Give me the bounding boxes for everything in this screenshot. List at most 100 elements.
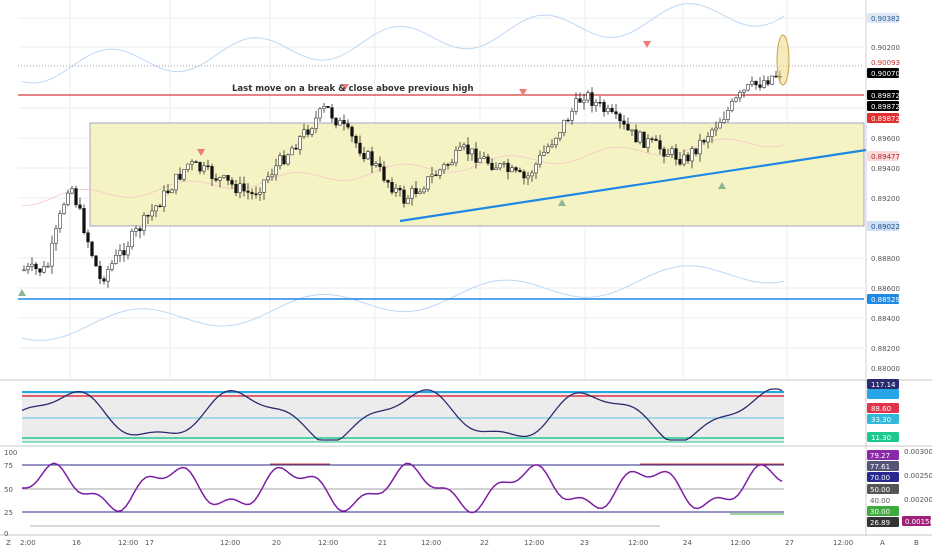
candle-body [694,148,698,155]
price-badge-text: 0.89477 [871,153,900,161]
candle-body [258,192,262,195]
price-badge-text: 0.88529 [871,296,900,304]
fractal-down-marker [341,84,349,91]
candle-body [546,146,550,153]
candle-body [354,136,358,144]
candle-body [94,255,98,267]
time-axis[interactable]: 2:00 16 12:00 17 12:00 20 12:00 21 12:00 22 12:00 2… [20,539,853,547]
candle-body [510,167,514,173]
candle-body [142,214,146,231]
candle-body [478,158,482,163]
price-badge: 0.89022 [867,221,900,231]
candle-body [190,161,194,165]
price-badge-bg [867,221,899,231]
candle-body [338,120,342,126]
candle-body [430,174,434,177]
candle-body [758,84,762,88]
candle-body [62,204,66,214]
candle-body [242,183,246,192]
cci-badge: 11.30 [867,432,899,442]
price-badge: 0.89872 [867,90,900,100]
candle-body [366,151,370,160]
candle-body [294,147,298,150]
candle-body [106,269,110,282]
candle-body [290,147,294,156]
candle-body [114,255,118,264]
fractal-markers [18,41,726,296]
candle-body [162,190,166,207]
candle-body [698,140,702,155]
candle-body [586,92,590,101]
candle-body [218,176,222,181]
time-axis-left-marker[interactable]: Z [6,539,11,547]
fractal-down-marker [197,149,205,156]
candle-body [774,75,778,78]
candle-body [534,163,538,174]
fractal-down-marker [643,41,651,48]
price-badge-bg [867,13,899,23]
price-tick-label: 0.88200 [871,345,900,353]
candle-body [26,266,30,271]
candle-body [558,132,562,139]
candle-body [222,175,226,178]
middle-band [21,138,785,207]
log-scale-button[interactable]: B [914,539,919,547]
candle-body [702,140,706,143]
candle-body [322,105,326,109]
time-axis-label: 12:00 [833,539,853,547]
price-badge-text: 0.89872 [871,115,900,123]
price-badge-text: 0.90070 [871,70,900,78]
candle-body [198,162,202,172]
ascending-trendline[interactable] [399,148,867,223]
rsi-right-axis: 0.00300 0.00250 0.00200 [904,448,932,504]
rsi-left-tick: 75 [4,462,13,470]
candle-body [486,156,490,164]
candle-body [54,228,58,244]
cci-badge: 88.60 [867,403,899,413]
candle-body [582,99,586,103]
candle-body [722,119,726,123]
candle-body [726,110,730,120]
price-badge-bg [867,57,899,67]
price-tick-label: 0.90200 [871,44,900,52]
candle-body [526,175,530,179]
breakout-highlight-ellipse[interactable] [776,34,790,86]
time-axis-label: 17 [145,539,154,547]
candle-body [610,107,614,112]
auto-scale-button[interactable]: A [880,539,885,547]
candle-body [342,120,346,124]
candle-body [462,144,466,148]
cci-badge-bg [867,379,899,389]
time-axis-label: 12:00 [220,539,240,547]
candle-body [438,169,442,176]
rsi-badge: 50.00 [867,484,899,494]
cci-pane[interactable] [21,388,784,443]
candle-body [278,155,282,167]
candle-body [226,175,230,181]
cci-badge [867,389,899,399]
price-badge-bg [867,68,899,78]
candle-body [350,126,354,137]
candle-body [318,108,322,119]
candle-body [378,163,382,168]
candle-body [634,129,638,143]
rsi-right-tick: 0.00200 [904,496,932,504]
time-axis-label: 12:00 [628,539,648,547]
candle-body [326,105,330,108]
upper-band [21,3,785,84]
price-badge: 0.90070 [867,68,900,78]
consolidation-zone[interactable] [89,122,865,227]
cci-badge-text: 11.30 [871,434,891,442]
candle-body [250,192,254,195]
candle-body [402,189,406,204]
candle-body [514,167,518,171]
rsi-pane[interactable] [22,462,784,527]
chart-annotation[interactable]: Last move on a break & close above previ… [232,84,474,94]
price-badge-text: 0.90382 [871,15,900,23]
price-badge-text: 0.89022 [871,223,900,231]
price-badge: 0.90382 [867,13,900,23]
candle-body [718,122,722,129]
candle-body [150,210,154,217]
candle-body [666,153,670,157]
